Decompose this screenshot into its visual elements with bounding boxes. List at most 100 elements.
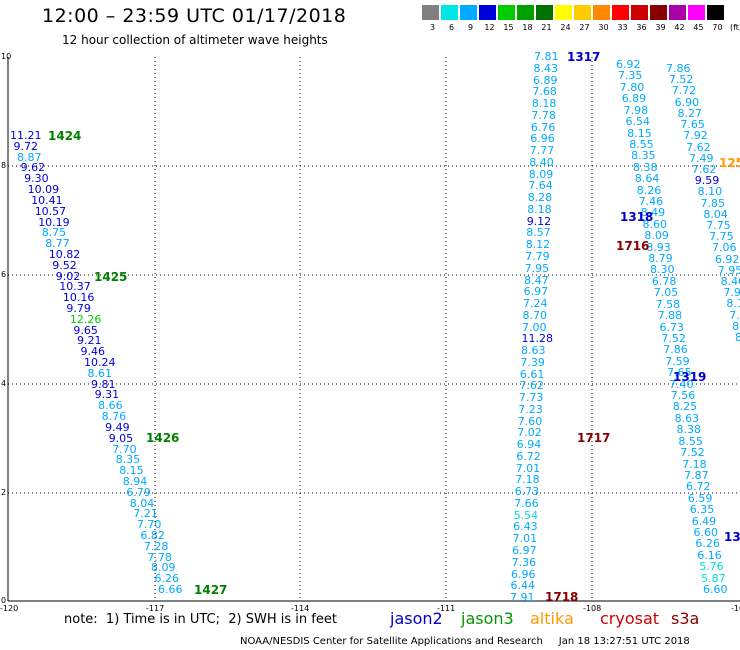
color-scale-label: 33 bbox=[617, 23, 628, 32]
wave-height-label: 8.60 bbox=[642, 217, 668, 231]
wave-height-label: 8.64 bbox=[634, 172, 660, 186]
wave-height-label: 8.35 bbox=[115, 453, 141, 467]
wave-height-label: 5.76 bbox=[699, 560, 724, 574]
wave-height-label: 7.86 bbox=[663, 343, 688, 357]
wave-height-label: 10.24 bbox=[84, 356, 116, 369]
wave-height-label: 8.55 bbox=[678, 434, 703, 448]
wave-height-label: 7.68 bbox=[532, 85, 557, 99]
color-scale-swatch bbox=[460, 5, 477, 20]
wave-height-label: 6.26 bbox=[695, 537, 720, 551]
wave-height-label: 7.58 bbox=[655, 297, 681, 311]
wave-height-label: 8.66 bbox=[98, 399, 123, 413]
longitude-tick-label: -111 bbox=[437, 604, 456, 613]
wave-height-label: 9.12 bbox=[526, 214, 552, 228]
color-scale-label: 70 bbox=[712, 23, 723, 32]
latitude-tick-label: 8 bbox=[1, 161, 7, 170]
wave-height-label: 6.60 bbox=[703, 583, 728, 596]
wave-height-label: 7.65 bbox=[680, 118, 705, 131]
map-grid bbox=[7, 57, 740, 602]
wave-height-label: 7.78 bbox=[531, 108, 556, 122]
wave-height-label: 7.86 bbox=[666, 62, 691, 75]
wave-height-label: 9.46 bbox=[80, 345, 106, 359]
wave-height-label: 6.43 bbox=[513, 520, 538, 534]
wave-height-label: 7.23 bbox=[518, 402, 543, 416]
satellite-legend-s3a: s3a bbox=[671, 609, 700, 628]
color-scale-label: 3 bbox=[429, 23, 436, 32]
wave-height-label: 7.62 bbox=[691, 162, 717, 176]
wave-height-label: 6.49 bbox=[691, 514, 717, 528]
longitude-tick-label: -117 bbox=[146, 604, 165, 613]
wave-height-label: 7.24 bbox=[523, 297, 548, 310]
wave-height-label: 8.61 bbox=[87, 366, 113, 380]
wave-height-label: 12.26 bbox=[69, 312, 102, 326]
wave-height-label: 9.72 bbox=[13, 139, 39, 153]
wave-height-label: 8.18 bbox=[527, 202, 552, 216]
wave-height-label: 6.35 bbox=[689, 503, 715, 517]
color-scale-label: 12 bbox=[484, 23, 495, 32]
latitude-tick-label: 2 bbox=[1, 488, 7, 497]
wave-height-label: 6.96 bbox=[530, 132, 555, 146]
wave-height-label: 8.38 bbox=[633, 160, 658, 174]
wave-height-label: 8.43 bbox=[533, 61, 559, 75]
color-scale-unit: (ft) bbox=[729, 23, 740, 32]
wave-height-label: 7.01 bbox=[515, 461, 541, 475]
wave-height-label: 8.40 bbox=[529, 155, 554, 169]
wave-height-label: 7.52 bbox=[661, 331, 686, 345]
wave-height-label: 9.30 bbox=[24, 172, 49, 186]
wave-height-label: 7.60 bbox=[517, 414, 543, 428]
color-scale-label: 39 bbox=[655, 23, 666, 32]
wave-height-label: 7.70 bbox=[136, 518, 162, 532]
wave-height-label: 6.89 bbox=[533, 73, 558, 87]
wave-height-label: 7.88 bbox=[657, 309, 683, 323]
pass-time-label: 1317 bbox=[567, 50, 601, 64]
wave-height-label: 10.82 bbox=[48, 247, 81, 261]
pass-time-label: 1427 bbox=[194, 583, 228, 597]
wave-height-label: 6.73 bbox=[659, 320, 685, 334]
wave-height-label: 8.04 bbox=[129, 496, 155, 510]
wave-height-label: 7.92 bbox=[683, 129, 708, 143]
satellite-legend-altika: altika bbox=[530, 609, 574, 628]
wave-height-label: 7.36 bbox=[511, 555, 537, 569]
wave-height-label: 8.49 bbox=[640, 206, 666, 220]
pass-time-label: 1718 bbox=[545, 590, 579, 604]
color-scale-label: 6 bbox=[448, 23, 455, 32]
wave-height-label: 7.00 bbox=[522, 320, 547, 334]
wave-height-label: 8.63 bbox=[674, 411, 700, 425]
wave-height-label: 8.47 bbox=[524, 273, 549, 287]
wave-height-label: 7.18 bbox=[515, 473, 540, 487]
color-scale-swatch bbox=[650, 5, 667, 20]
wave-height-label: 8.28 bbox=[527, 191, 553, 205]
wave-height-label: 7.18 bbox=[682, 457, 707, 471]
wave-height-label: 6.97 bbox=[523, 285, 549, 299]
wave-height-label: 9.52 bbox=[52, 258, 77, 272]
wave-height-label: 8. bbox=[735, 331, 740, 344]
wave-height-label: 11.28 bbox=[521, 332, 554, 346]
wave-height-label: 6.92 bbox=[616, 58, 641, 71]
satellite-legend-jason2: jason2 bbox=[390, 609, 443, 628]
wave-height-label: 8. bbox=[732, 319, 740, 333]
wave-height-label: 7.70 bbox=[112, 442, 137, 456]
wave-height-label: 7.79 bbox=[525, 249, 550, 263]
wave-height-label: 8.09 bbox=[644, 229, 669, 243]
wave-height-label: 6.44 bbox=[510, 579, 536, 593]
wave-height-label: 7.62 bbox=[519, 379, 544, 393]
wave-height-label: 6.76 bbox=[530, 120, 556, 134]
wave-height-label: 7.73 bbox=[518, 391, 544, 405]
wave-height-label: 7.35 bbox=[617, 69, 643, 83]
wave-height-label: 7.77 bbox=[529, 144, 555, 158]
wave-height-label: 11.21 bbox=[10, 129, 42, 142]
wave-height-label: 9.02 bbox=[55, 269, 81, 283]
satellite-legend-cryosat: cryosat bbox=[600, 609, 660, 628]
wave-height-label: 8.77 bbox=[45, 237, 70, 251]
color-scale-label: 21 bbox=[541, 23, 552, 32]
wave-height-label: 9.05 bbox=[108, 431, 134, 445]
wave-height-label: 6.92 bbox=[714, 252, 740, 266]
wave-height-label: 7.72 bbox=[671, 84, 697, 98]
wave-height-label: 10.37 bbox=[59, 280, 91, 294]
wave-height-label: 6.61 bbox=[519, 367, 545, 381]
pass-time-label: 1425 bbox=[94, 270, 128, 284]
wave-height-label: 9.59 bbox=[694, 174, 720, 188]
wave-height-label: 8.87 bbox=[17, 150, 42, 164]
wave-height-label: 7.95 bbox=[717, 263, 740, 277]
